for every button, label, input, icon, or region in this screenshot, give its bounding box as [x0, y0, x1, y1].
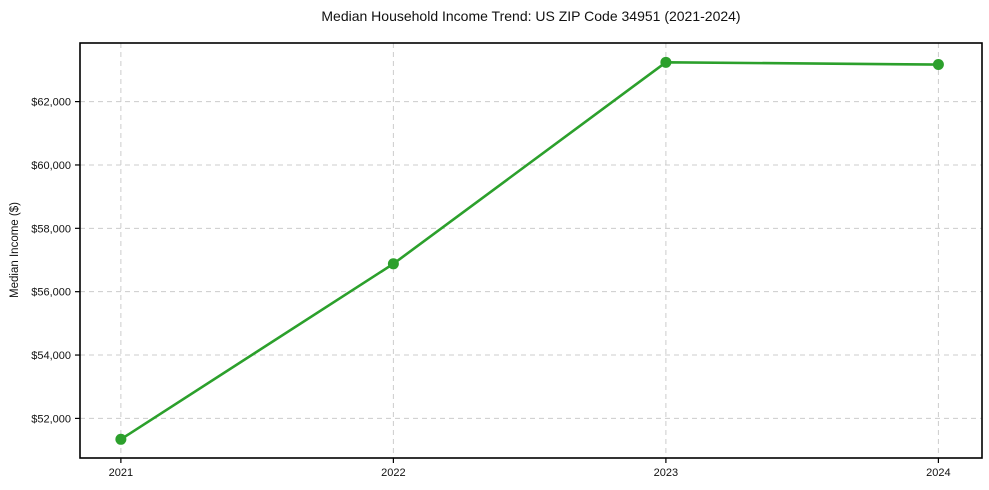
y-tick-label: $56,000: [31, 287, 71, 299]
y-tick-label: $54,000: [31, 350, 71, 362]
trend-line: [119, 61, 940, 441]
y-tick-label: $62,000: [31, 97, 71, 109]
data-point: [660, 56, 672, 68]
y-tick-label: $60,000: [31, 160, 71, 172]
y-tick-label: $52,000: [31, 413, 71, 425]
data-point: [387, 258, 399, 270]
x-tick-label: 2024: [926, 467, 950, 479]
y-tick-label: $58,000: [31, 223, 71, 235]
x-tick-label: 2023: [654, 467, 678, 479]
data-point: [932, 59, 944, 71]
plot-border: [79, 42, 983, 459]
chart-title: Median Household Income Trend: US ZIP Co…: [321, 8, 741, 24]
x-tick-label: 2022: [381, 467, 405, 479]
data-point: [115, 433, 127, 445]
x-tick-label: 2021: [109, 467, 133, 479]
